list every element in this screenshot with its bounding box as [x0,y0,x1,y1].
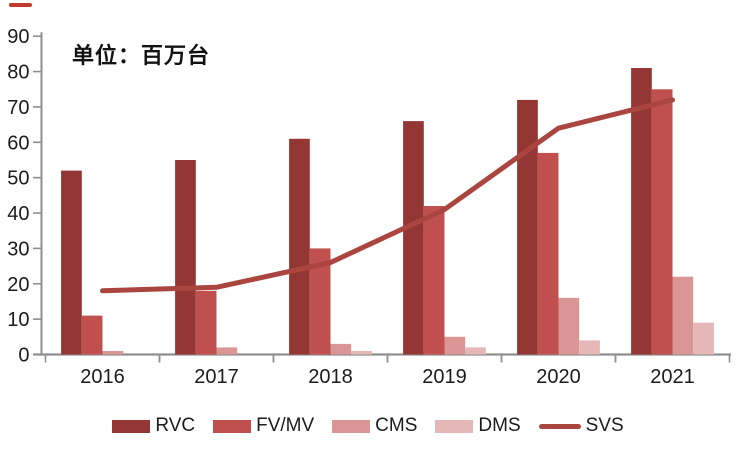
bar-dms-2021 [693,322,714,355]
legend-swatch-cms [332,419,371,433]
bar-rvc-2020 [517,99,538,355]
y-tick-label-30: 30 [7,238,29,260]
bar-dms-2018 [351,351,372,355]
x-tick-label-2018: 2018 [308,366,353,388]
y-tick-label-10: 10 [7,309,29,331]
bar-rvc-2021 [631,68,652,355]
y-tick-label-40: 40 [7,203,29,225]
legend-label-svs: SVS [585,415,624,436]
bar-fv-mv-2016 [81,315,103,355]
bar-fv-mv-2018 [309,248,331,355]
bar-cms-2021 [672,276,694,355]
x-tick-label-2016: 2016 [80,366,125,388]
bar-cms-2020 [558,297,580,355]
y-tick-label-70: 70 [7,97,29,119]
legend-item-dms: DMS [435,415,521,437]
y-tick-label-50: 50 [7,168,29,190]
bar-cms-2017 [216,347,238,355]
x-tick-label-2020: 2020 [536,366,581,388]
unit-label: 单位：百万台 [72,43,211,68]
legend-label-dms: DMS [478,415,521,436]
bar-fv-mv-2021 [651,89,673,355]
bar-rvc-2019 [403,121,424,355]
legend-label-cms: CMS [375,415,418,436]
line-svs [100,97,675,294]
bar-fv-mv-2020 [537,152,559,355]
x-tick-label-2021: 2021 [650,366,695,388]
legend: RVC FV/MV CMS DMS SVS [0,409,736,443]
y-tick-label-20: 20 [7,274,29,296]
x-tick-label-2017: 2017 [194,366,239,388]
y-tick-label-80: 80 [7,62,29,84]
bar-cms-2019 [444,336,466,355]
cropped-red-line-artifact [9,3,32,7]
legend-label-rvc: RVC [155,415,196,436]
legend-item-svs: SVS [538,415,624,437]
bar-rvc-2018 [289,138,310,355]
bar-fv-mv-2019 [423,206,445,355]
legend-swatch-svs [538,423,581,429]
y-tick-label-0: 0 [18,345,29,367]
legend-item-cms: CMS [332,415,417,437]
x-tick-label-2019: 2019 [422,366,467,388]
bar-dms-2019 [465,347,486,355]
bar-rvc-2016 [61,170,82,355]
bar-rvc-2017 [175,160,196,355]
bar-cms-2016 [102,351,124,355]
legend-swatch-fv-mv [213,419,252,433]
legend-item-rvc: RVC [112,415,195,437]
y-tick-label-90: 90 [7,26,29,48]
legend-swatch-rvc [112,419,151,433]
legend-item-fv-mv: FV/MV [213,415,314,437]
legend-swatch-dms [435,419,474,433]
y-tick-label-60: 60 [7,132,29,154]
bar-fv-mv-2017 [195,290,217,355]
legend-label-fv-mv: FV/MV [256,415,315,436]
bar-dms-2020 [579,340,600,355]
bar-cms-2018 [330,343,352,355]
